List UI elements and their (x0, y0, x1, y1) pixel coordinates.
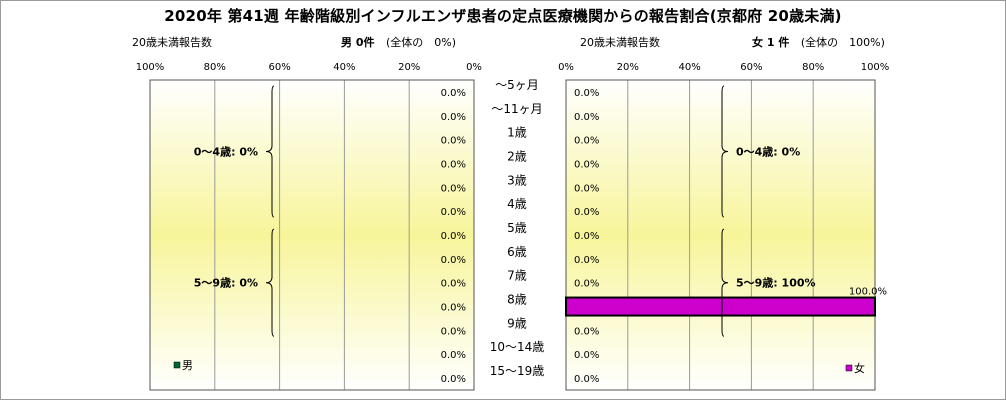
male-legend-swatch (173, 361, 181, 369)
male-group-brace (265, 85, 275, 218)
male-share-label: (全体の 0%) (385, 36, 457, 49)
age-category-label: 8歳 (507, 293, 527, 307)
female-value-label: 0.0% (574, 207, 599, 218)
female-tick-label: 20% (617, 62, 639, 73)
female-plot-border (565, 79, 876, 391)
age-category-label: 〜11ヶ月 (491, 102, 542, 116)
male-value-label: 0.0% (441, 303, 466, 314)
female-tick-label: 0% (558, 62, 574, 73)
male-legend-label: 男 (182, 359, 193, 372)
male-plot-area (150, 80, 474, 390)
male-group-label: 5〜9歳: 0% (194, 276, 258, 290)
female-value-label: 0.0% (574, 88, 599, 99)
male-value-label: 0.0% (441, 88, 466, 99)
female-value-label: 0.0% (574, 350, 599, 361)
age-category-label: 〜5ヶ月 (495, 78, 539, 92)
female-value-label: 0.0% (574, 374, 599, 385)
age-category-label: 3歳 (507, 173, 527, 187)
male-tick-label: 0% (466, 62, 482, 73)
female-header-label: 20歳未満報告数 (580, 36, 660, 49)
female-value-label: 0.0% (574, 326, 599, 337)
female-value-label: 0.0% (574, 159, 599, 170)
male-tick-label: 80% (204, 62, 226, 73)
male-value-label: 0.0% (441, 374, 466, 385)
male-count-label: 男 0件 (341, 36, 375, 49)
male-value-label: 0.0% (441, 207, 466, 218)
female-value-label: 100.0% (849, 287, 887, 298)
age-category-label: 2歳 (507, 149, 527, 163)
male-value-label: 0.0% (441, 136, 466, 147)
male-value-label: 0.0% (441, 231, 466, 242)
female-bar (565, 296, 876, 317)
female-group-brace (721, 228, 729, 337)
male-value-label: 0.0% (441, 255, 466, 266)
male-value-label: 0.0% (441, 279, 466, 290)
female-share-label: (全体の 100%) (800, 36, 885, 49)
female-legend-label: 女 (854, 361, 865, 375)
female-value-label: 0.0% (574, 279, 599, 290)
male-value-label: 0.0% (441, 183, 466, 194)
male-value-label: 0.0% (441, 112, 466, 123)
male-group-label: 0〜4歳: 0% (194, 145, 258, 159)
female-group-label: 5〜9歳: 100% (736, 276, 816, 290)
female-legend-swatch (845, 364, 853, 372)
female-tick-label: 80% (802, 62, 824, 73)
female-value-label: 0.0% (574, 136, 599, 147)
male-tick-label: 100% (136, 62, 165, 73)
female-value-label: 0.0% (574, 112, 599, 123)
male-value-label: 0.0% (441, 159, 466, 170)
age-category-label: 15〜19歳 (490, 364, 545, 378)
female-tick-label: 60% (740, 62, 762, 73)
age-category-label: 10〜14歳 (490, 340, 545, 354)
male-tick-label: 60% (268, 62, 290, 73)
age-category-label: 9歳 (507, 316, 527, 330)
female-count-label: 女 1 件 (752, 36, 790, 49)
male-value-label: 0.0% (441, 350, 466, 361)
female-group-brace (721, 85, 729, 218)
male-header-label: 20歳未満報告数 (132, 36, 212, 49)
female-tick-label: 40% (678, 62, 700, 73)
female-value-label: 0.0% (574, 183, 599, 194)
age-category-label: 5歳 (507, 221, 527, 235)
male-tick-label: 40% (333, 62, 355, 73)
female-group-label: 0〜4歳: 0% (736, 145, 800, 159)
female-value-label: 0.0% (574, 255, 599, 266)
female-tick-label: 100% (861, 62, 890, 73)
male-tick-label: 20% (398, 62, 420, 73)
age-category-label: 7歳 (507, 269, 527, 283)
female-plot-area (566, 80, 875, 390)
age-category-label: 1歳 (507, 126, 527, 140)
male-value-label: 0.0% (441, 326, 466, 337)
age-category-label: 6歳 (507, 245, 527, 259)
female-value-label: 0.0% (574, 231, 599, 242)
male-group-brace (265, 228, 275, 337)
chart-title: 2020年 第41週 年齢階級別インフルエンザ患者の定点医療機関からの報告割合(… (164, 7, 842, 25)
male-plot-border (149, 79, 475, 391)
age-category-label: 4歳 (507, 197, 527, 211)
